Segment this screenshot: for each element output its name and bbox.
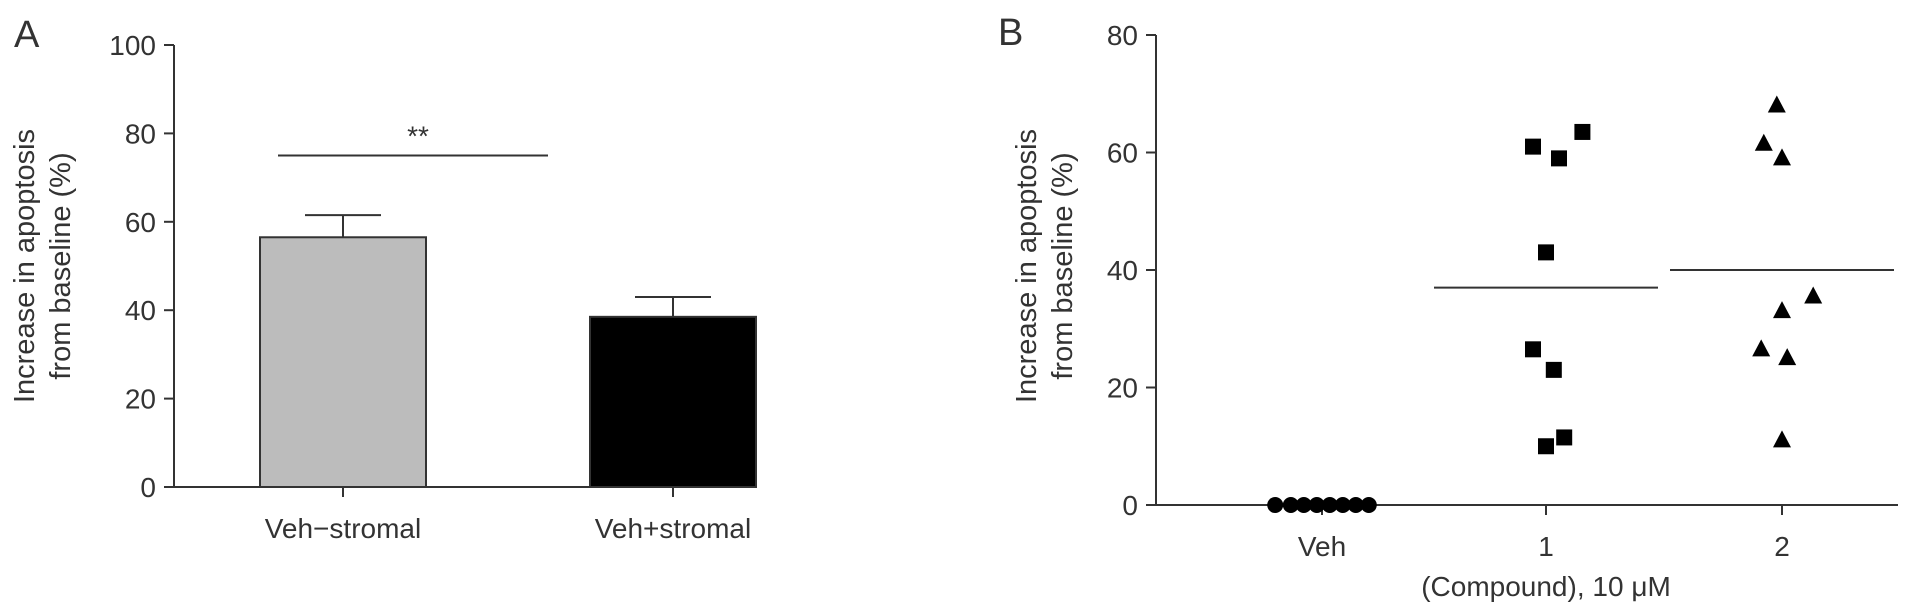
point-veh <box>1308 497 1325 513</box>
point-veh <box>1321 497 1338 513</box>
point-compound-2 <box>1752 339 1771 357</box>
y-axis-label-line-a: from baseline (%) <box>45 152 77 379</box>
point-veh <box>1347 497 1364 513</box>
point-compound-2 <box>1773 430 1791 448</box>
point-compound-1 <box>1556 429 1573 446</box>
y-tick-label-a: 40 <box>125 295 156 326</box>
y-axis-label-b: Increase in apoptosis from baseline (%) <box>1011 129 1079 403</box>
x-axis-label-b: (Compound), 10 μM <box>1421 571 1671 602</box>
bar-veh-plus-stromal <box>589 315 757 488</box>
panel-a: A 0 20 40 60 80 100 Increase in apoptosis from b… <box>9 14 757 544</box>
y-tick-label-a: 20 <box>125 384 156 415</box>
point-veh <box>1334 497 1351 513</box>
significance-label-a: ** <box>407 121 429 152</box>
y-tick-label-b: 0 <box>1122 490 1138 521</box>
y-tick-label-b: 40 <box>1107 255 1138 286</box>
y-tick-label-b: 60 <box>1107 138 1138 169</box>
panel-b: B 0 20 40 60 80 Increase in apoptosis from base… <box>998 12 1898 602</box>
point-compound-1 <box>1538 244 1554 261</box>
x-tick-label-b: Veh <box>1298 531 1346 562</box>
y-tick-label-a: 0 <box>140 472 156 503</box>
point-compound-2 <box>1773 301 1791 319</box>
point-compound-2 <box>1773 148 1791 166</box>
point-veh <box>1282 497 1299 513</box>
point-compound-1 <box>1545 361 1562 378</box>
panel-label-a: A <box>14 14 40 56</box>
y-tick-label-a: 80 <box>125 118 156 149</box>
point-compound-2 <box>1754 133 1773 151</box>
point-compound-1 <box>1538 438 1554 455</box>
y-axis-label-a: Increase in apoptosis from baseline (%) <box>9 129 77 403</box>
x-tick-label-a: Veh+stromal <box>595 513 751 544</box>
point-compound-2 <box>1778 348 1797 366</box>
y-tick-label-b: 20 <box>1107 373 1138 404</box>
y-tick-label-a: 100 <box>109 30 156 61</box>
point-veh <box>1295 497 1312 513</box>
bar-veh-minus-stromal <box>259 236 427 488</box>
point-compound-1 <box>1574 123 1591 140</box>
point-compound-2 <box>1767 95 1786 113</box>
y-axis-label-line-b: from baseline (%) <box>1047 152 1079 379</box>
panel-label-b: B <box>998 12 1023 54</box>
y-axis-label-line-b: Increase in apoptosis <box>1011 129 1043 403</box>
point-veh <box>1360 497 1377 513</box>
point-compound-1 <box>1525 138 1541 155</box>
point-compound-2 <box>1804 286 1823 304</box>
point-compound-1 <box>1525 341 1541 358</box>
y-tick-label-a: 60 <box>125 207 156 238</box>
point-compound-1 <box>1551 150 1567 167</box>
point-veh <box>1267 497 1284 513</box>
x-tick-label-b: 1 <box>1538 531 1554 562</box>
x-tick-label-b: 2 <box>1774 531 1790 562</box>
x-tick-label-a: Veh−stromal <box>265 513 421 544</box>
y-tick-label-b: 80 <box>1107 20 1138 51</box>
y-axis-label-line-a: Increase in apoptosis <box>9 129 41 403</box>
